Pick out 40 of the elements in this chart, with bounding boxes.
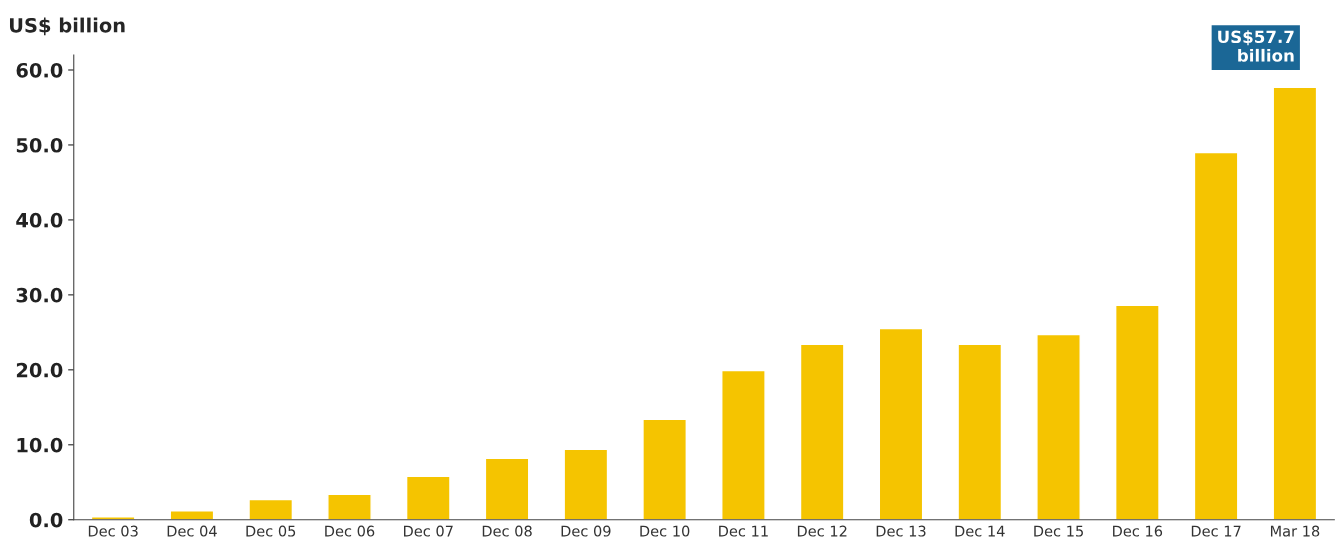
bar (563, 448, 609, 520)
bar (1193, 151, 1239, 520)
x-tick-label: Dec 08 (482, 525, 532, 537)
x-tick-label: Dec 12 (797, 525, 847, 537)
bar (1036, 333, 1081, 520)
x-tick-label: Dec 16 (1113, 525, 1163, 537)
bar (405, 475, 451, 520)
bar (169, 510, 215, 520)
x-tick-label: Dec 07 (404, 525, 453, 537)
y-tick-label: 30.0 (16, 287, 63, 303)
x-tick-label: Dec 04 (167, 525, 217, 537)
bar (878, 327, 924, 520)
bar (327, 493, 372, 520)
x-tick-label: Dec 03 (88, 525, 138, 537)
bar (248, 498, 294, 520)
y-tick-label: 40.0 (16, 212, 63, 228)
y-tick-label: 60.0 (16, 62, 63, 78)
y-tick-label: 20.0 (16, 362, 63, 378)
annotation: US$57.7 billion (1218, 30, 1294, 62)
x-tick-label: Dec 15 (1034, 525, 1083, 537)
bar (642, 418, 687, 520)
bar (799, 343, 845, 520)
x-tick-label: Mar 18 (1270, 525, 1320, 537)
x-tick-label: Dec 06 (325, 525, 375, 537)
x-tick-label: Dec 13 (876, 525, 926, 537)
bar (1272, 86, 1318, 520)
y-tick-label: 50.0 (16, 137, 63, 153)
x-tick-label: Dec 14 (955, 525, 1005, 537)
bar (1114, 304, 1160, 520)
x-tick-label: Dec 05 (246, 525, 296, 537)
y-tick-label: 0.0 (29, 512, 63, 528)
x-tick-label: Dec 09 (561, 525, 611, 537)
bar (484, 457, 530, 520)
x-tick-label: Dec 17 (1191, 525, 1241, 537)
x-tick-label: Dec 10 (640, 525, 690, 537)
x-tick-label: Dec 11 (719, 525, 768, 537)
bar (957, 343, 1003, 520)
y-tick-label: 10.0 (17, 437, 63, 453)
y-axis-title: US$ billion (9, 17, 125, 36)
bar (721, 369, 766, 520)
